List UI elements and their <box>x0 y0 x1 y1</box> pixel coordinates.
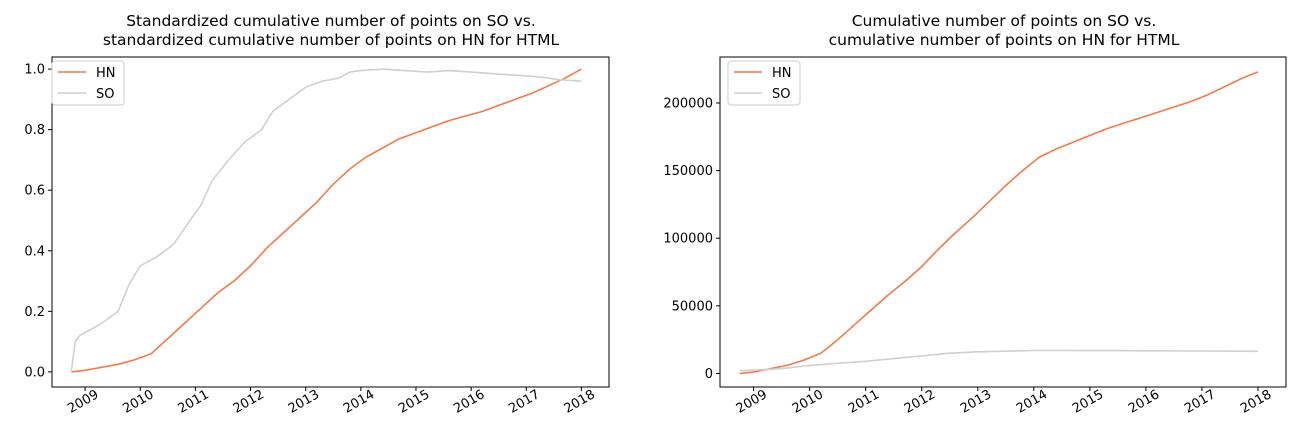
legend-hn-label: HN <box>96 66 116 81</box>
x-tick-label: 2011 <box>176 387 212 417</box>
y-tick-label: 1.0 <box>24 63 45 78</box>
x-tick-label: 2013 <box>286 387 322 417</box>
x-tick-label: 2018 <box>1238 387 1274 417</box>
chart-title-line-1: Cumulative number of points on SO vs. <box>852 12 1157 30</box>
series-line-so <box>739 349 1259 372</box>
chart-standardized: Standardized cumulative number of points… <box>24 12 610 417</box>
x-tick-label: 2013 <box>958 387 994 417</box>
x-tick-label: 2017 <box>506 387 542 417</box>
y-tick-label: 0.6 <box>24 184 45 199</box>
plot-frame <box>51 56 610 388</box>
y-tick-label: 200000 <box>663 96 713 111</box>
x-tick-label: 2014 <box>1014 387 1050 417</box>
legend-so-label: SO <box>96 87 114 102</box>
legend: HN SO <box>51 60 125 106</box>
series-line-so <box>70 68 582 373</box>
series-line-hn <box>739 71 1259 375</box>
chart-title-line-1: Standardized cumulative number of points… <box>126 12 536 30</box>
x-tick-label: 2014 <box>341 387 377 417</box>
y-tick-label: 0.0 <box>24 365 45 380</box>
y-tick-label: 0 <box>705 367 713 382</box>
x-tick-label: 2010 <box>120 387 156 417</box>
x-tick-label: 2015 <box>1070 387 1106 417</box>
x-tick-label: 2017 <box>1182 387 1218 417</box>
chart-cumulative: Cumulative number of points on SO vs. cu… <box>663 12 1287 417</box>
x-tick-label: 2010 <box>790 387 826 417</box>
y-tick-label: 0.4 <box>24 244 45 259</box>
x-tick-label: 2016 <box>1126 387 1162 417</box>
y-tick-label: 150000 <box>663 164 713 179</box>
series-line-hn <box>71 68 582 373</box>
x-tick-label: 2012 <box>231 387 267 417</box>
legend-so-label: SO <box>772 87 790 102</box>
x-tick-label: 2009 <box>734 387 770 417</box>
x-tick-label: 2009 <box>65 387 101 417</box>
legend-hn-label: HN <box>772 66 792 81</box>
x-tick-label: 2012 <box>902 387 938 417</box>
y-tick-label: 0.8 <box>24 123 45 138</box>
y-tick-label: 100000 <box>663 232 713 247</box>
x-tick-label: 2016 <box>451 387 487 417</box>
legend: HN SO <box>727 60 801 106</box>
chart-title-line-2: cumulative number of points on HN for HT… <box>829 31 1180 49</box>
x-tick-label: 2018 <box>562 387 598 417</box>
chart-title-line-2: standardized cumulative number of points… <box>103 31 560 49</box>
x-tick-label: 2011 <box>846 387 882 417</box>
plot-frame <box>719 56 1287 388</box>
y-tick-label: 50000 <box>672 299 713 314</box>
x-tick-label: 2015 <box>396 387 432 417</box>
y-tick-label: 0.2 <box>24 305 45 320</box>
